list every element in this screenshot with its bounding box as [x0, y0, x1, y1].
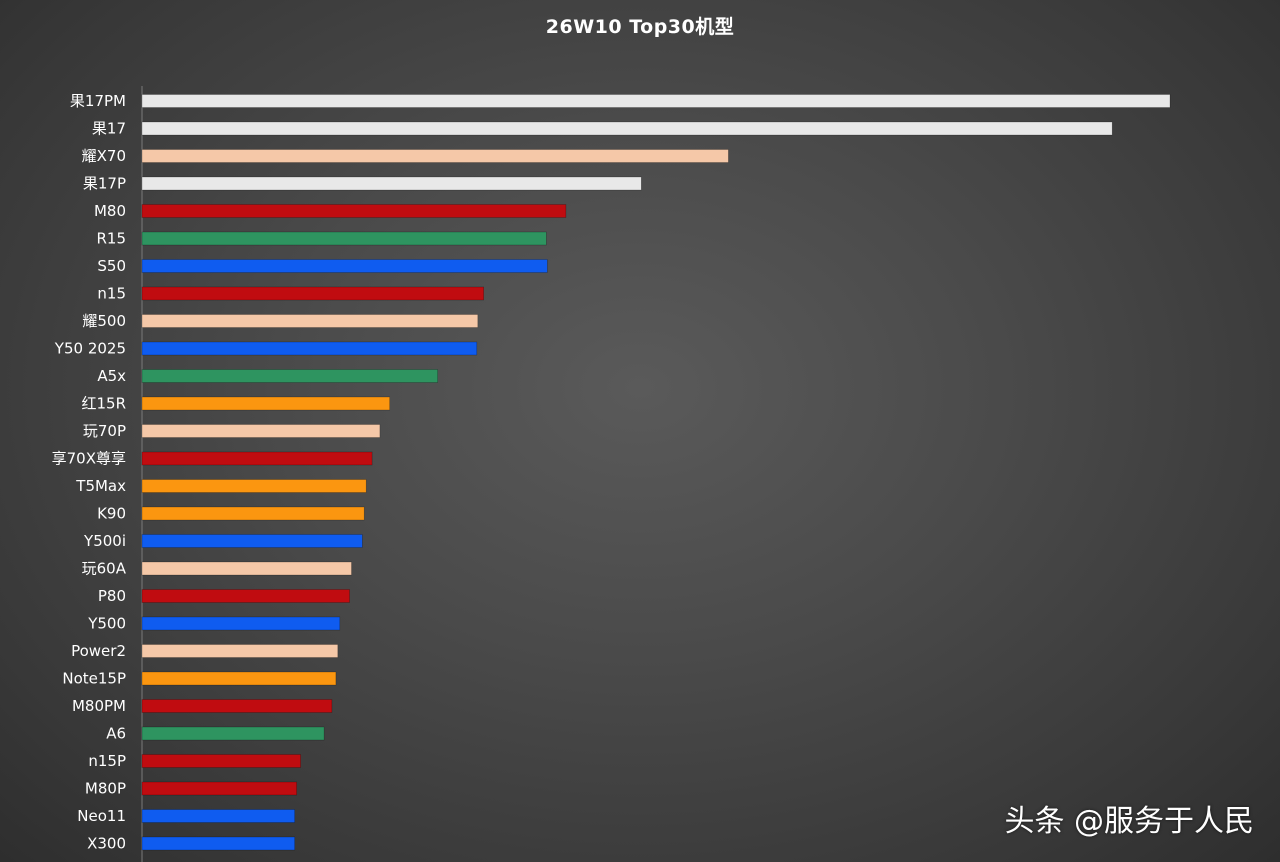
- category-label: n15: [97, 285, 126, 303]
- category-label: X300: [87, 835, 126, 853]
- category-label: 耀X70: [82, 147, 126, 165]
- category-label: 玩70P: [83, 422, 126, 440]
- category-label: Y500i: [83, 532, 126, 550]
- category-label: 果17P: [83, 175, 126, 193]
- category-label: 果17: [92, 120, 126, 138]
- bar-17: [141, 561, 352, 576]
- category-label: Power2: [71, 642, 126, 660]
- category-label: Note15P: [62, 670, 126, 688]
- bar-8: [141, 314, 479, 328]
- category-label: Neo11: [77, 807, 126, 825]
- bar-23: [141, 726, 325, 741]
- category-label: M80: [94, 202, 126, 220]
- category-label: Y500: [87, 615, 126, 633]
- category-label: M80PM: [72, 697, 126, 715]
- bar-13: [141, 451, 373, 466]
- category-label: A5x: [97, 367, 126, 385]
- bar-26: [141, 809, 295, 823]
- bar-15: [141, 506, 365, 521]
- bar-9: [141, 341, 478, 356]
- category-label: T5Max: [75, 477, 126, 495]
- category-label: 玩60A: [82, 560, 127, 578]
- category-label: P80: [98, 587, 126, 605]
- bar-10: [141, 369, 439, 383]
- bar-3: [141, 176, 642, 191]
- bar-5: [141, 231, 547, 246]
- bar-6: [141, 259, 548, 273]
- bar-2: [141, 149, 729, 163]
- category-label: 果17PM: [70, 92, 126, 110]
- category-label: M80P: [85, 780, 126, 798]
- bar-20: [141, 644, 339, 658]
- bar-19: [141, 616, 341, 631]
- bar-25: [141, 781, 297, 796]
- category-label: R15: [96, 230, 126, 248]
- bar-21: [141, 671, 337, 686]
- category-label: 耀500: [82, 312, 126, 330]
- bar-22: [141, 699, 333, 713]
- bar-0: [141, 94, 1171, 108]
- bar-4: [141, 204, 567, 218]
- bar-1: [141, 121, 1113, 136]
- bar-16: [141, 534, 363, 548]
- chart-title: 26W10 Top30机型: [545, 16, 735, 38]
- category-label: S50: [97, 257, 126, 275]
- category-label: K90: [97, 505, 126, 523]
- bar-27: [141, 836, 295, 851]
- category-label: 红15R: [81, 395, 126, 413]
- bar-18: [141, 589, 350, 603]
- bar-11: [141, 396, 390, 411]
- bar-24: [141, 754, 301, 768]
- bar-7: [141, 286, 485, 301]
- bar-14: [141, 479, 367, 493]
- bar-12: [141, 424, 381, 438]
- watermark: 头条 @服务于人民: [1004, 804, 1254, 839]
- category-label: 享70X尊享: [52, 450, 126, 468]
- category-label: n15P: [88, 752, 126, 770]
- category-label: A6: [106, 725, 126, 743]
- category-label: Y50 2025: [54, 340, 126, 358]
